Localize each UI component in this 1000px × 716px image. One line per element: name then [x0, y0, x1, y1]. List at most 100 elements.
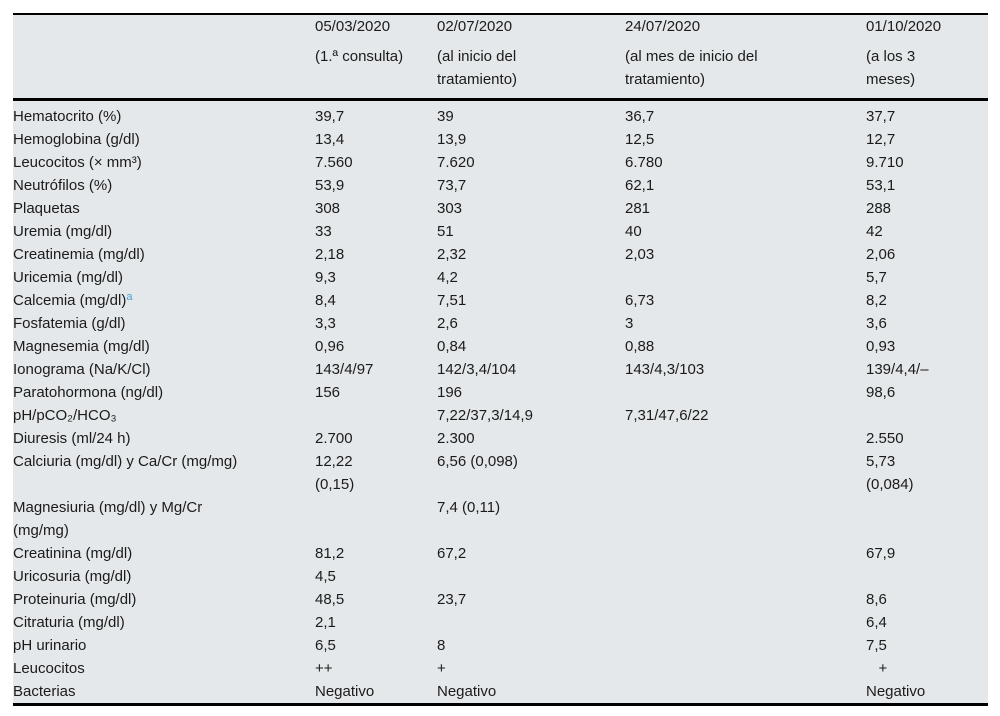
- cell-value: [437, 565, 625, 588]
- cell-value: 33: [315, 222, 332, 240]
- cell-value: 81,2: [315, 544, 345, 562]
- cell-value: [625, 680, 866, 705]
- row-label: Paratohormona (ng/dl): [13, 381, 315, 404]
- row-label: Uricosuria (mg/dl): [13, 565, 315, 588]
- cell-value: 8: [437, 636, 446, 654]
- cell-value: 39,7: [315, 107, 345, 125]
- row-label: Calciuria (mg/dl) y Ca/Cr (mg/mg): [13, 450, 315, 496]
- cell-value: 2,6: [437, 314, 458, 332]
- column-note: (al mes de inicio del tratamiento): [625, 48, 758, 88]
- cell-value: [625, 588, 866, 611]
- cell-value: [625, 266, 866, 289]
- cell-value: [437, 611, 625, 634]
- cell-value: 23,7: [437, 590, 467, 608]
- cell-value: 6,5: [315, 636, 336, 654]
- column-header-4: 01/10/2020 (a los 3 meses): [866, 14, 988, 101]
- cell-value: 3,3: [315, 314, 336, 332]
- cell-value: [625, 450, 866, 496]
- cell-value: 156: [315, 383, 341, 401]
- cell-value: 143/4/97: [315, 360, 374, 378]
- cell-value: 0,93: [866, 337, 896, 355]
- cell-value: [625, 427, 866, 450]
- table-row: Leucocitos (× mm³) 7.560 7.620 6.780 9.710: [13, 151, 988, 174]
- row-label: Uremia (mg/dl): [13, 220, 315, 243]
- row-label: Proteinuria (mg/dl): [13, 588, 315, 611]
- row-label: Bacterias: [13, 680, 315, 705]
- cell-value: 6.780: [625, 153, 663, 171]
- cell-value: 2,32: [437, 245, 467, 263]
- cell-value: 143/4,3/103: [625, 360, 705, 378]
- row-label-text: Hematocrito (%): [13, 107, 122, 125]
- row-label-text: Ionograma (Na/K/Cl): [13, 360, 151, 378]
- cell-value: 8,6: [866, 590, 887, 608]
- row-label: Creatinemia (mg/dl): [13, 243, 315, 266]
- table-row: Calciuria (mg/dl) y Ca/Cr (mg/mg) 12,22 (…: [13, 450, 988, 496]
- column-header-3: 24/07/2020 (al mes de inicio del tratamie…: [625, 14, 866, 101]
- cell-value: 142/3,4/104: [437, 360, 517, 378]
- table-row: Citraturia (mg/dl) 2,1 6,4: [13, 611, 988, 634]
- row-label-text: Calciuria (mg/dl) y Ca/Cr (mg/mg): [13, 452, 238, 470]
- column-date: 24/07/2020: [625, 18, 701, 35]
- cell-value: 2,1: [315, 613, 336, 631]
- column-note: (1.ª consulta): [315, 48, 404, 65]
- cell-value: 39: [437, 107, 454, 125]
- cell-value: 2.550: [866, 429, 904, 447]
- cell-value: 139/4,4/–: [866, 360, 929, 378]
- cell-value: 2.700: [315, 429, 353, 447]
- cell-value: 2.300: [437, 429, 475, 447]
- cell-value: 7,4 (0,11): [437, 498, 501, 516]
- cell-value: 40: [625, 222, 642, 240]
- footnote-marker: a: [126, 290, 133, 303]
- cell-value: 7,31/47,6/22: [625, 406, 709, 424]
- cell-value: 37,7: [866, 107, 896, 125]
- cell-value: [625, 634, 866, 657]
- cell-value: 51: [437, 222, 454, 240]
- cell-value: 5,73 (0,084): [866, 452, 914, 493]
- column-date: 02/07/2020: [437, 18, 513, 35]
- cell-value: 7,22/37,3/14,9: [437, 406, 533, 424]
- cell-value: 4,5: [315, 567, 336, 585]
- row-label-text: Magnesemia (mg/dl): [13, 337, 150, 355]
- row-label-text: Paratohormona (ng/dl): [13, 383, 164, 401]
- table-row: Diuresis (ml/24 h) 2.700 2.300 2.550: [13, 427, 988, 450]
- cell-value: [625, 381, 866, 404]
- cell-value: 2,03: [625, 245, 655, 263]
- column-note: (a los 3 meses): [866, 48, 916, 88]
- table-row: Magnesiuria (mg/dl) y Mg/Cr (mg/mg) 7,4 (…: [13, 496, 988, 542]
- table-row: Plaquetas 308 303 281 288: [13, 197, 988, 220]
- row-label-text: Neutrófilos (%): [13, 176, 113, 194]
- cell-value: 2,18: [315, 245, 345, 263]
- row-label-text: pH urinario: [13, 636, 87, 654]
- row-label: Citraturia (mg/dl): [13, 611, 315, 634]
- row-label: Neutrófilos (%): [13, 174, 315, 197]
- cell-value: 13,4: [315, 130, 345, 148]
- cell-value: [315, 404, 437, 427]
- cell-value: [625, 657, 866, 680]
- table-row: Uricemia (mg/dl) 9,3 4,2 5,7: [13, 266, 988, 289]
- cell-value: 3,6: [866, 314, 887, 332]
- cell-value: 12,7: [866, 130, 896, 148]
- cell-value: [315, 496, 437, 542]
- row-label: Ionograma (Na/K/Cl): [13, 358, 315, 381]
- row-label: Magnesemia (mg/dl): [13, 335, 315, 358]
- cell-value: 42: [866, 222, 883, 240]
- row-label-text: Uremia (mg/dl): [13, 222, 113, 240]
- cell-value: 53,9: [315, 176, 345, 194]
- cell-value: 13,9: [437, 130, 467, 148]
- cell-value: 48,5: [315, 590, 345, 608]
- cell-value: 8,4: [315, 291, 336, 309]
- row-label: Hematocrito (%): [13, 99, 315, 128]
- row-label-text: Creatinina (mg/dl): [13, 544, 133, 562]
- column-header-1: 05/03/2020 (1.ª consulta): [315, 14, 437, 101]
- cell-value: 7,51: [437, 291, 467, 309]
- row-label-text: Uricosuria (mg/dl): [13, 567, 132, 585]
- cell-value: 281: [625, 199, 651, 217]
- row-label-text: Calcemia (mg/dl): [13, 291, 127, 309]
- column-date: 01/10/2020: [866, 18, 942, 35]
- table-row: pH/pCO₂/HCO₃ 7,22/37,3/14,9 7,31/47,6/22: [13, 404, 988, 427]
- cell-value: [866, 496, 988, 542]
- header-row: 05/03/2020 (1.ª consulta) 02/07/2020 (al in…: [13, 14, 988, 101]
- row-label-text: Magnesiuria (mg/dl) y Mg/Cr (mg/mg): [13, 498, 203, 539]
- cell-value: 8,2: [866, 291, 887, 309]
